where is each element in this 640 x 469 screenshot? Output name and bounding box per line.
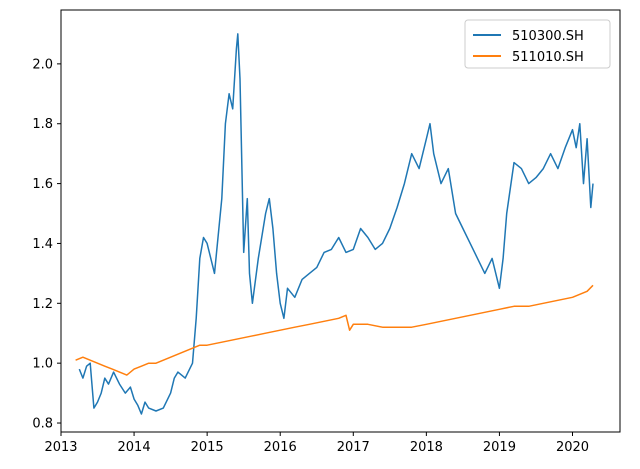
x-tick-label: 2017 [337, 440, 370, 455]
series-line-511010.SH [75, 284, 594, 376]
x-tick-label: 2015 [191, 440, 224, 455]
x-tick-label: 2018 [410, 440, 443, 455]
legend: 510300.SH 511010.SH [464, 19, 611, 69]
x-axis: 2013 2014 2015 2016 2017 2018 2019 2020 [44, 432, 589, 455]
x-tick-label: 2013 [44, 440, 77, 455]
x-tick-label: 2016 [264, 440, 297, 455]
series-layer [75, 33, 594, 415]
y-tick-label: 0.8 [32, 417, 53, 432]
series-line-510300.SH [78, 33, 594, 415]
legend-label: 511010.SH [512, 50, 584, 65]
x-tick-label: 2014 [118, 440, 151, 455]
x-tick-label: 2020 [556, 440, 589, 455]
y-tick-label: 1.4 [32, 237, 53, 252]
x-tick-label: 2019 [483, 440, 516, 455]
y-axis: 0.8 1.0 1.2 1.4 1.6 1.8 2.0 [32, 57, 61, 432]
legend-box [464, 19, 611, 69]
y-tick-label: 2.0 [32, 57, 53, 72]
plot-frame [60, 9, 621, 433]
legend-label: 510300.SH [512, 29, 584, 44]
y-tick-label: 1.2 [32, 297, 53, 312]
y-tick-label: 1.8 [32, 117, 53, 132]
y-tick-label: 1.6 [32, 177, 53, 192]
y-tick-label: 1.0 [32, 357, 53, 372]
